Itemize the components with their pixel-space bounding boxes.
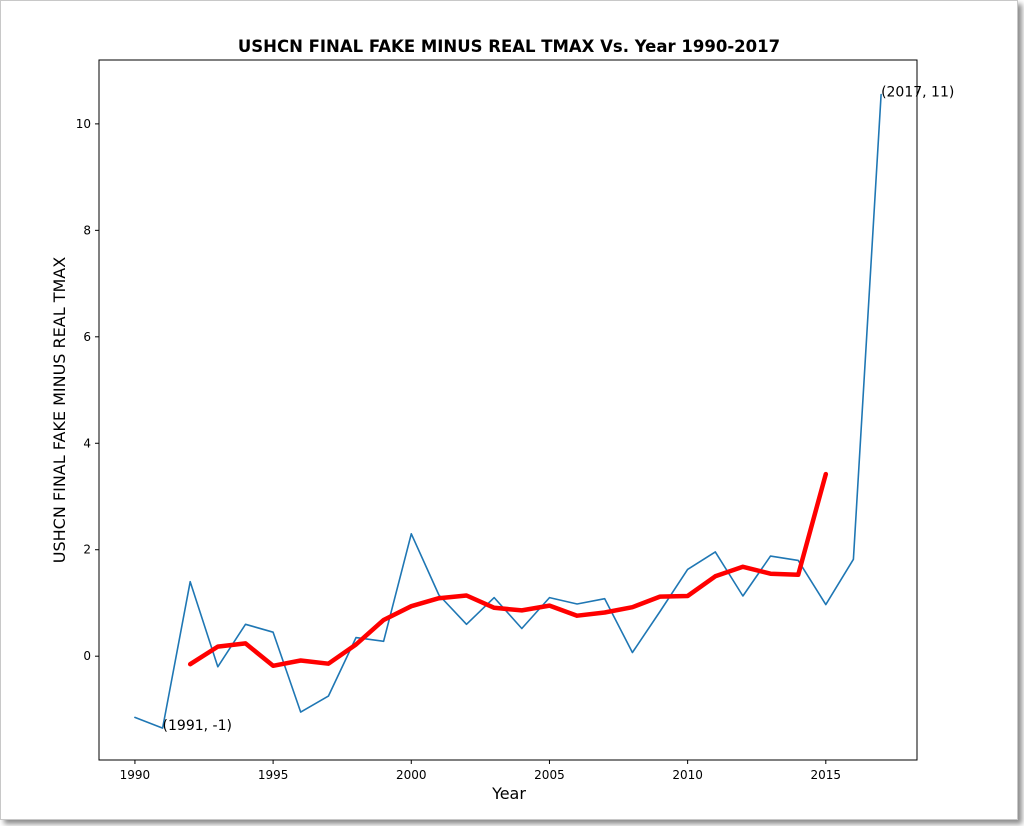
y-tick-label: 4: [83, 436, 91, 450]
y-tick-label: 2: [83, 543, 91, 557]
y-tick-label: 10: [76, 117, 91, 131]
x-tick-label: 2000: [396, 768, 427, 782]
x-tick-label: 1995: [258, 768, 289, 782]
y-tick-label: 8: [83, 223, 91, 237]
data-annotation: (2017, 11): [881, 85, 954, 101]
x-tick-label: 2010: [672, 768, 703, 782]
chart-title: USHCN FINAL FAKE MINUS REAL TMAX Vs. Yea…: [238, 37, 780, 56]
data-annotation: (1991, -1): [163, 718, 232, 734]
y-tick-label: 0: [83, 649, 91, 663]
x-tick-label: 2015: [811, 768, 842, 782]
series-line-smoothed: [187, 471, 829, 669]
y-axis-label: USHCN FINAL FAKE MINUS REAL TMAX: [50, 257, 69, 563]
x-axis-label: Year: [491, 784, 526, 803]
series-line-annual: [134, 93, 882, 729]
plot-area: 1990 1995 2000 2005 2010 2015 0 2 4 6 8 10 (1991, -1…: [76, 59, 954, 782]
x-tick-label: 1990: [120, 768, 151, 782]
y-tick-label: 6: [83, 330, 91, 344]
x-tick-label: 2005: [534, 768, 565, 782]
axes-frame: [98, 59, 918, 761]
